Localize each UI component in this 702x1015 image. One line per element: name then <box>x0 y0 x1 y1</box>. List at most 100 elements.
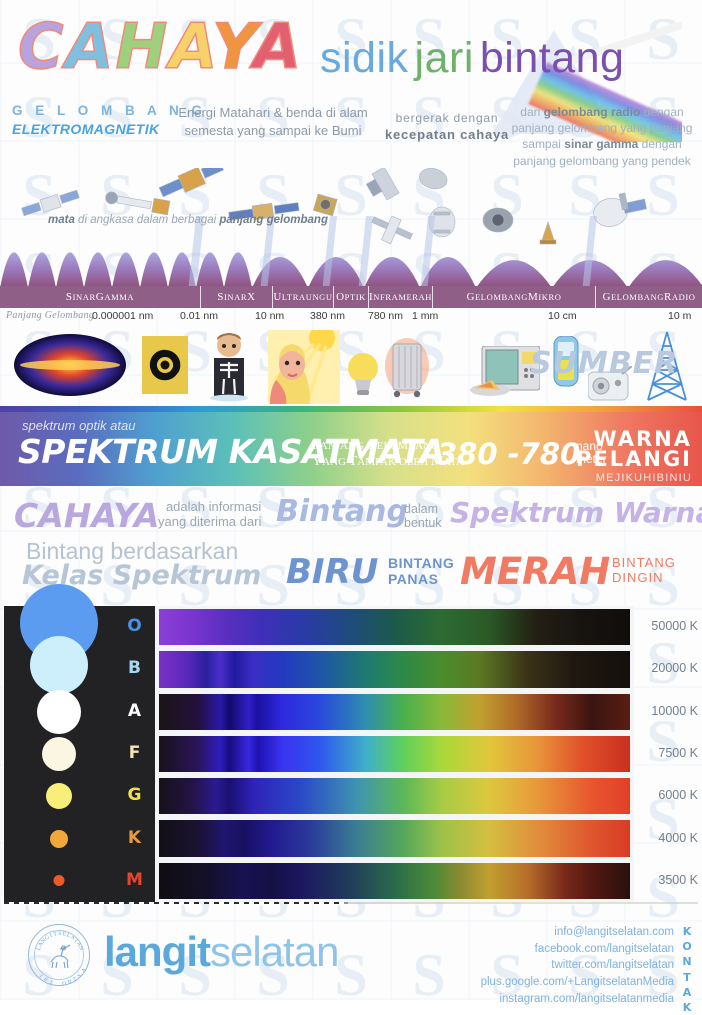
wavelength-waves <box>0 216 702 288</box>
stmt-dalam: dalam bentuk <box>404 502 442 531</box>
contact-line[interactable]: info@langitselatan.com <box>554 926 674 938</box>
subtitle-word: sidik <box>320 34 409 82</box>
gamma-sky-map-icon <box>14 334 126 396</box>
sumber-watermark: SUMBER <box>530 346 679 381</box>
spectral-class-M: M <box>126 869 143 890</box>
statement-block: CAHAYA adalah informasi yang diterima da… <box>0 492 702 602</box>
wavelength-tick: 0.000001 nm <box>92 310 154 322</box>
title-letter: A <box>252 10 304 83</box>
spectral-class-G: G <box>127 785 142 806</box>
em-band-inframerah[interactable]: I NFRAMERAH <box>368 286 432 308</box>
contact-line[interactable]: facebook.com/langitselatan <box>534 942 674 955</box>
header-col-speed: bergerak dengan kecepatan cahaya <box>382 110 512 144</box>
pg-cap-b: ANJANG <box>319 440 367 452</box>
page-subtitle: sidik jari bintang <box>320 34 630 83</box>
spectrum-strip-K[interactable] <box>159 820 630 857</box>
pg-cap-c: G <box>366 438 377 453</box>
mejikuhibiniu-mnemonic: MEJIKUHIBINIU <box>595 472 692 484</box>
star-disc-A <box>37 689 81 734</box>
pg-cap-h: AMPAK OLEH <box>357 456 431 469</box>
xray-child-icon <box>210 333 248 402</box>
stmt-bintang: Bintang <box>276 494 408 529</box>
em-band-sinar-x[interactable]: S INAR X <box>200 286 272 308</box>
microwave-oven-icon <box>470 346 540 396</box>
kontak-letter: O <box>682 940 692 954</box>
stmt-panas-l1: BINTANG <box>388 555 455 571</box>
spectra-column <box>155 606 634 902</box>
wavelength-tick-row: Panjang Gelombang 0.000001 nm 0.01 nm 10 n… <box>0 310 702 326</box>
em-band-gelombang-mikro[interactable]: G ELOMBANG M IKRO <box>432 286 595 308</box>
contact-line[interactable]: plus.google.com/+LangitselatanMedia <box>480 976 674 989</box>
pg-cap-f: ANG <box>322 456 349 469</box>
em-band-ultraungu[interactable]: U LTRAUNGU <box>272 286 333 308</box>
kontak-letter: K <box>682 1000 692 1014</box>
kontak-letter: N <box>682 955 692 969</box>
visible-spectrum-banner: spektrum optik atau SPEKTRUM KASATMATA P… <box>0 412 702 486</box>
pg-cap-e: Y <box>312 454 323 470</box>
warna-line: WARNA <box>593 427 692 451</box>
chart-bottom-dash-dark <box>4 902 348 904</box>
temperature-F: 7500 K <box>658 746 698 760</box>
temperature-G: 6000 K <box>658 788 698 803</box>
range-text-radio: gelombang radio <box>543 105 641 119</box>
temperature-column: 50000 K 20000 K 10000 K 7500 K 6000 K 4000 K 3… <box>634 606 698 902</box>
star-disc-B <box>30 636 88 695</box>
thin-rainbow-divider <box>0 406 702 412</box>
footer-top-gradient-line <box>344 902 698 904</box>
stmt-dingin-l2: DINGIN <box>612 569 664 585</box>
satellites-illustration <box>21 168 647 245</box>
stmt-spektrum-warna: Spektrum Warna <box>450 496 702 529</box>
stmt-dalam-l1: dalam <box>404 502 439 516</box>
temperature-K: 4000 K <box>658 830 698 845</box>
em-band-optik[interactable]: O PTIK <box>333 286 368 308</box>
langitselatan-wordmark[interactable]: langitselatan <box>104 928 339 976</box>
subtitle-word: jari <box>414 34 474 82</box>
spectrum-strip-O[interactable] <box>159 609 630 646</box>
em-spectrum-bar: S INAR G AMMA S INAR X U LTRAUNGU O PTIK I NFRAMER… <box>0 286 702 308</box>
pg-cap-a: P <box>312 438 320 453</box>
star-size-column <box>4 584 114 902</box>
range-text-gamma: sinar gamma <box>564 137 639 152</box>
title-letter: H <box>115 10 170 83</box>
title-letter: A <box>65 10 116 83</box>
stmt-biru: BIRU <box>286 552 379 592</box>
speed-line2: kecepatan cahaya <box>384 127 510 143</box>
header-col-range: dari gelombang radio dengan panjang gelo… <box>506 104 698 169</box>
star-disc-G <box>46 783 72 810</box>
pelangi-line: PELANGI <box>576 446 692 471</box>
temperature-A: 10000 K <box>651 703 698 718</box>
title-letter: Y <box>212 10 254 83</box>
spectrum-strip-A[interactable] <box>159 693 630 730</box>
contact-list[interactable]: info@langitselatan.com facebook.com/langi… <box>481 924 674 1007</box>
wavelength-tick: 780 nm <box>368 310 404 322</box>
caption-bold-2: panjang gelombang <box>219 214 328 226</box>
em-band-gelombang-radio[interactable]: G ELOMBANG R ADIO <box>595 286 702 308</box>
pg-cap-j: ATA <box>443 456 464 469</box>
em-band-sinar-gamma[interactable]: S INAR G AMMA <box>65 291 135 303</box>
radio-tower-icon <box>647 331 687 401</box>
wavelength-tick: 10 cm <box>548 310 577 322</box>
spectrum-strip-M[interactable] <box>159 862 630 899</box>
warna-pelangi-label: WARNA PELANGI <box>576 427 692 471</box>
contact-line[interactable]: instagram.com/langitselatanmedia <box>499 992 674 1005</box>
wavelength-axis-label: Panjang Gelombang <box>6 310 95 321</box>
spectrum-strip-F[interactable] <box>159 735 630 773</box>
spectral-class-A: A <box>127 700 142 721</box>
spectrum-strip-G[interactable] <box>159 778 630 815</box>
header-col-electromagnetic: G E L O M B A N G ELEKTROMAGNETIK <box>12 102 207 139</box>
kontak-letter: K <box>682 925 692 938</box>
spectrum-strip-B[interactable] <box>159 651 630 688</box>
spectral-class-F: F <box>128 743 141 763</box>
caption-rest: di angkasa dalam berbagai <box>74 214 220 226</box>
stmt-merah: MERAH <box>460 550 611 593</box>
logo-bold: langit <box>104 928 211 975</box>
logo-light: selatan <box>210 928 339 975</box>
panjang-gelombang-caption: PANJANG GELOMBANG YANG TAMPAK OLEH MATA <box>312 438 464 470</box>
spektrum-optik-label: spektrum optik atau <box>22 418 136 433</box>
stmt-dalam-l2: bentuk <box>404 516 442 531</box>
star-disc-F <box>42 737 76 771</box>
contact-line[interactable]: twitter.com/langitselatan <box>551 959 674 972</box>
